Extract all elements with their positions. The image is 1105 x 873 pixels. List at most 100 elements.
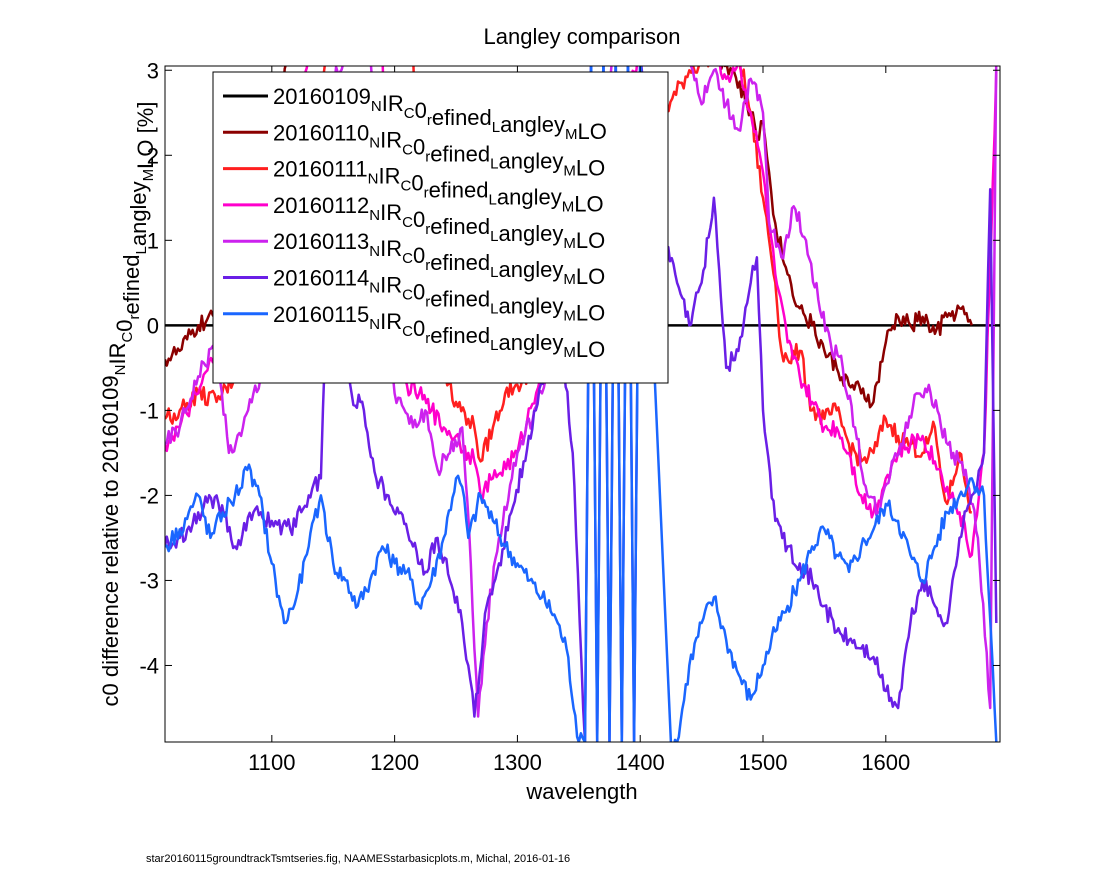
subscript: M <box>563 344 576 361</box>
label-part: IR <box>380 309 402 334</box>
label-part: c0 difference relative to 20160109 <box>98 375 123 706</box>
label-part: efined <box>430 323 490 348</box>
label-part: efined <box>430 141 490 166</box>
label-part: 20160112 <box>273 193 369 218</box>
label-part: 20160115 <box>273 302 369 327</box>
label-part: 0 <box>413 207 425 232</box>
subscript: C <box>402 250 413 267</box>
subscript: L <box>490 301 498 318</box>
subscript: r <box>427 112 432 129</box>
y-tick-label: -2 <box>139 483 159 508</box>
subscript: L <box>490 155 498 172</box>
label-part: IR <box>380 127 402 152</box>
label-part: 0 <box>413 316 425 341</box>
series-20160114 <box>165 66 998 742</box>
label-part: 20160111 <box>273 157 368 182</box>
subscript: r <box>425 294 430 311</box>
legend-entry: 20160111NIRC0refinedLangleyMLO <box>273 157 604 217</box>
subscript: N <box>112 365 129 376</box>
subscript: r <box>425 148 430 165</box>
x-tick-label: 1600 <box>861 750 910 775</box>
label-part: efined <box>429 178 489 203</box>
legend-entry: 20160114NIRC0refinedLangleyMLO <box>273 266 605 326</box>
subscript: L <box>490 228 498 245</box>
legend: 20160109NIRC0refinedLangleyMLO20160110NI… <box>212 71 669 384</box>
subscript: N <box>369 243 380 260</box>
subscript: N <box>368 171 379 188</box>
x-tick-label: 1300 <box>493 750 542 775</box>
y-tick-label: -4 <box>139 653 159 678</box>
label-part: angley <box>497 185 562 210</box>
label-part: LO <box>576 337 605 362</box>
subscript: r <box>424 185 429 202</box>
legend-entry: 20160112NIRC0refinedLangleyMLO <box>273 193 605 253</box>
y-tick-label: 2 <box>147 143 159 168</box>
subscript: L <box>490 337 498 354</box>
subscript: C <box>402 141 413 158</box>
subscript: M <box>140 169 157 182</box>
label-part: IR <box>105 343 130 365</box>
subscript: M <box>563 308 576 325</box>
label-part: angley <box>500 112 565 137</box>
subscript: M <box>563 235 576 252</box>
label-part: 0 <box>411 171 423 196</box>
y-tick-label: 3 <box>147 58 159 83</box>
label-part: IR <box>380 273 402 298</box>
label-part: 0 <box>413 134 425 159</box>
x-tick-label: 1400 <box>616 750 665 775</box>
label-part: LO <box>574 192 603 217</box>
subscript: C <box>402 287 413 304</box>
legend-entry: 20160113NIRC0refinedLangleyMLO <box>273 229 605 289</box>
label-part: 0 <box>415 98 427 123</box>
label-part: LO <box>576 155 605 180</box>
label-part: IR <box>382 91 404 116</box>
label-part: angley <box>498 330 563 355</box>
y-axis-label: c0 difference relative to 20160109NIRC0r… <box>98 102 158 707</box>
subscript: C <box>402 214 413 231</box>
subscript: L <box>490 264 498 281</box>
subscript: L <box>492 119 500 136</box>
footer-note: star20160115groundtrackTsmtseries.fig, N… <box>146 853 571 865</box>
label-part: IR <box>380 200 402 225</box>
subscript: C <box>119 332 136 343</box>
label-part: LO <box>577 119 606 144</box>
legend-box <box>212 71 669 384</box>
label-part: angley <box>498 294 563 319</box>
label-part: efined <box>430 287 490 312</box>
label-part: angley <box>498 257 563 282</box>
label-part: 20160110 <box>273 120 369 145</box>
subscript: C <box>404 105 415 122</box>
label-part: 0 <box>112 319 137 331</box>
y-tick-label: 1 <box>147 228 159 253</box>
label-part: LO <box>576 264 605 289</box>
label-part: efined <box>430 214 490 239</box>
subscript: N <box>369 316 380 333</box>
chart-title: Langley comparison <box>484 24 681 49</box>
x-tick-label: 1200 <box>370 750 419 775</box>
label-part: 0 <box>413 243 425 268</box>
label-part: 0 <box>413 280 425 305</box>
subscript: C <box>400 178 411 195</box>
legend-entry: 20160109NIRC0refinedLangleyMLO <box>273 84 607 144</box>
subscript: M <box>565 126 578 143</box>
series-20160115 <box>165 66 998 742</box>
subscript: r <box>425 221 430 238</box>
axis-ticks: 1100 1200 1300 1400 1500 1600 -4 -3 -2 -1 0 1 2 3 <box>139 58 1000 775</box>
label-part: efined <box>432 105 492 130</box>
subscript: r <box>126 314 143 319</box>
axes-box <box>164 65 1001 743</box>
label-part: angley <box>498 221 563 246</box>
label-part: LO <box>576 301 605 326</box>
subscript: N <box>369 280 380 297</box>
y-tick-label: -3 <box>139 568 159 593</box>
series-20160110 <box>165 66 973 409</box>
label-part: 20160113 <box>273 229 369 254</box>
y-axis-label-text: c0 difference relative to 20160109NIRC0r… <box>98 102 158 707</box>
subscript: r <box>425 257 430 274</box>
subscript: C <box>402 323 413 340</box>
label-part: IR <box>380 236 402 261</box>
x-tick-label: 1500 <box>739 750 788 775</box>
subscript: r <box>425 330 430 347</box>
subscript: N <box>369 134 380 151</box>
